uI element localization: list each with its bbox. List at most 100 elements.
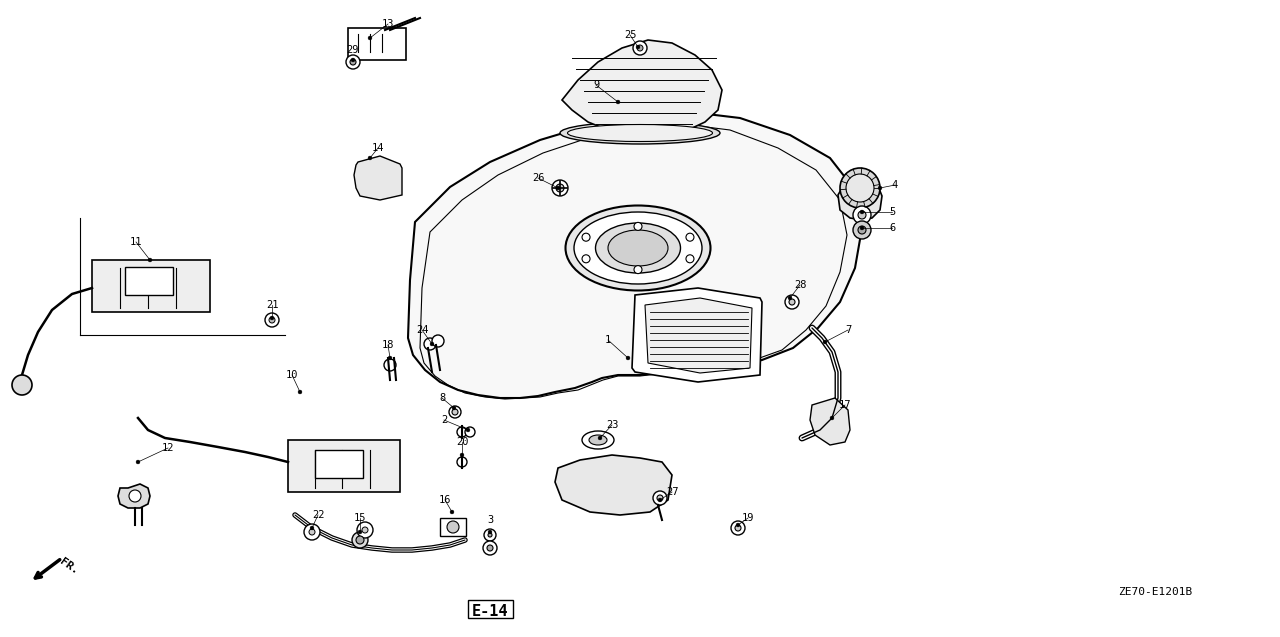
Circle shape <box>736 523 740 527</box>
Circle shape <box>840 168 881 208</box>
Circle shape <box>346 55 360 69</box>
Text: 28: 28 <box>794 280 806 290</box>
Text: 11: 11 <box>129 237 142 247</box>
Text: 3: 3 <box>486 515 493 525</box>
Text: 18: 18 <box>381 340 394 350</box>
Polygon shape <box>838 178 882 220</box>
Bar <box>92 260 210 312</box>
Ellipse shape <box>589 435 607 445</box>
Circle shape <box>686 255 694 263</box>
Circle shape <box>362 527 369 533</box>
Text: 4: 4 <box>892 180 899 190</box>
Circle shape <box>461 453 463 457</box>
Text: 29: 29 <box>346 45 358 55</box>
Circle shape <box>852 206 870 224</box>
Text: PartsTr: PartsTr <box>447 283 733 352</box>
Circle shape <box>430 342 434 346</box>
Text: 12: 12 <box>161 443 174 453</box>
Circle shape <box>484 529 497 541</box>
Text: 25: 25 <box>623 30 636 40</box>
Ellipse shape <box>567 124 713 141</box>
Polygon shape <box>556 455 672 515</box>
Circle shape <box>636 45 640 49</box>
Bar <box>440 518 466 536</box>
Circle shape <box>788 296 792 300</box>
Circle shape <box>136 460 140 464</box>
Ellipse shape <box>561 122 721 144</box>
Circle shape <box>582 233 590 241</box>
Circle shape <box>384 359 396 371</box>
Text: 10: 10 <box>285 370 298 380</box>
Text: 7: 7 <box>845 325 851 335</box>
Circle shape <box>858 226 867 234</box>
Text: 5: 5 <box>888 207 895 217</box>
Circle shape <box>858 211 867 219</box>
Circle shape <box>483 541 497 555</box>
Circle shape <box>352 532 369 548</box>
Text: 20: 20 <box>456 437 468 447</box>
Circle shape <box>860 226 864 230</box>
Circle shape <box>823 340 827 344</box>
Circle shape <box>634 41 646 55</box>
Circle shape <box>129 490 141 502</box>
Circle shape <box>424 338 436 350</box>
Ellipse shape <box>573 212 701 284</box>
Circle shape <box>358 530 362 534</box>
Circle shape <box>351 58 355 62</box>
Circle shape <box>457 427 467 437</box>
Circle shape <box>785 295 799 309</box>
Polygon shape <box>645 298 753 373</box>
Circle shape <box>852 221 870 239</box>
Circle shape <box>451 510 454 514</box>
Polygon shape <box>810 398 850 445</box>
Circle shape <box>653 491 667 505</box>
Circle shape <box>552 180 568 196</box>
Circle shape <box>369 36 371 39</box>
Circle shape <box>731 521 745 535</box>
Circle shape <box>466 428 470 432</box>
Circle shape <box>388 356 392 360</box>
Text: 6: 6 <box>888 223 895 233</box>
Circle shape <box>657 495 663 501</box>
Circle shape <box>356 536 364 544</box>
Text: 21: 21 <box>266 300 278 310</box>
Circle shape <box>831 416 833 420</box>
Text: FR.: FR. <box>58 556 81 576</box>
Circle shape <box>305 524 320 540</box>
Circle shape <box>148 258 152 262</box>
Circle shape <box>598 436 602 440</box>
Circle shape <box>634 266 643 274</box>
Ellipse shape <box>566 206 710 290</box>
Circle shape <box>310 526 314 530</box>
Text: 22: 22 <box>312 510 324 520</box>
Circle shape <box>457 457 467 467</box>
Text: E-14: E-14 <box>472 605 508 620</box>
Ellipse shape <box>595 223 681 273</box>
Text: 16: 16 <box>439 495 452 505</box>
Circle shape <box>349 59 356 65</box>
Circle shape <box>447 521 460 533</box>
Circle shape <box>637 45 643 51</box>
Circle shape <box>846 174 874 202</box>
Text: 19: 19 <box>741 513 754 523</box>
Circle shape <box>486 545 493 551</box>
Text: 13: 13 <box>381 19 394 29</box>
Circle shape <box>449 406 461 418</box>
Circle shape <box>308 529 315 535</box>
Text: 8: 8 <box>439 393 445 403</box>
Circle shape <box>265 313 279 327</box>
Bar <box>315 450 364 478</box>
Bar <box>288 440 401 492</box>
Circle shape <box>634 222 643 231</box>
Text: 9: 9 <box>593 80 599 90</box>
Circle shape <box>465 427 475 437</box>
Text: 26: 26 <box>531 173 544 183</box>
Circle shape <box>626 356 630 360</box>
Polygon shape <box>355 156 402 200</box>
Bar <box>348 28 406 60</box>
Polygon shape <box>408 112 861 398</box>
Text: 14: 14 <box>371 143 384 153</box>
Circle shape <box>582 255 590 263</box>
Circle shape <box>557 186 559 190</box>
Circle shape <box>616 100 620 104</box>
